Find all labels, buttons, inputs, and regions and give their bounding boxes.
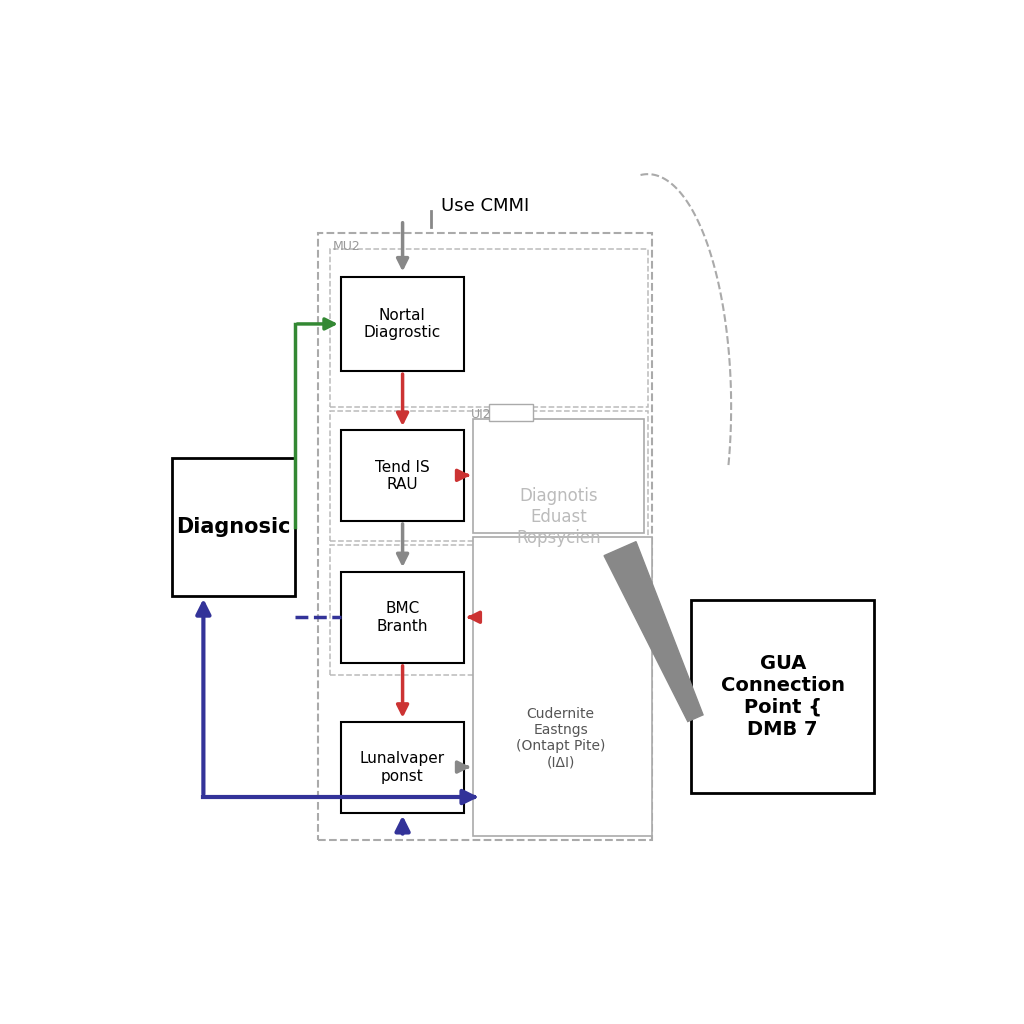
Polygon shape xyxy=(604,542,703,722)
Bar xyxy=(318,233,651,841)
Bar xyxy=(172,458,295,596)
Text: Nortal
Diagrostic: Nortal Diagrostic xyxy=(364,308,440,340)
Bar xyxy=(473,537,652,837)
Bar xyxy=(341,722,464,813)
Text: BMC
Branth: BMC Branth xyxy=(377,601,428,634)
Text: GUA
Connection
Point {
DMB 7: GUA Connection Point { DMB 7 xyxy=(721,654,845,739)
Bar xyxy=(473,419,644,532)
Text: Tend IS
RAU: Tend IS RAU xyxy=(375,460,429,492)
Bar xyxy=(341,572,464,663)
Text: Diagnosic: Diagnosic xyxy=(176,517,291,537)
Text: Cudernite
Eastngs
(Ontapt Pite)
(ΙΔΙ): Cudernite Eastngs (Ontapt Pite) (ΙΔΙ) xyxy=(516,707,605,769)
Bar xyxy=(489,403,532,421)
Text: Lunalvaper
ponst: Lunalvaper ponst xyxy=(359,752,444,783)
Text: UI2: UI2 xyxy=(471,409,492,421)
Bar xyxy=(691,600,874,793)
Text: Use CMMI: Use CMMI xyxy=(441,197,529,215)
Bar xyxy=(331,411,648,541)
Bar xyxy=(331,545,648,675)
Bar xyxy=(341,430,464,521)
Bar xyxy=(331,249,648,407)
Bar xyxy=(341,276,464,372)
Text: Diagnotis
Eduast
Ropsycien: Diagnotis Eduast Ropsycien xyxy=(517,487,601,547)
Text: MU2: MU2 xyxy=(333,241,360,253)
